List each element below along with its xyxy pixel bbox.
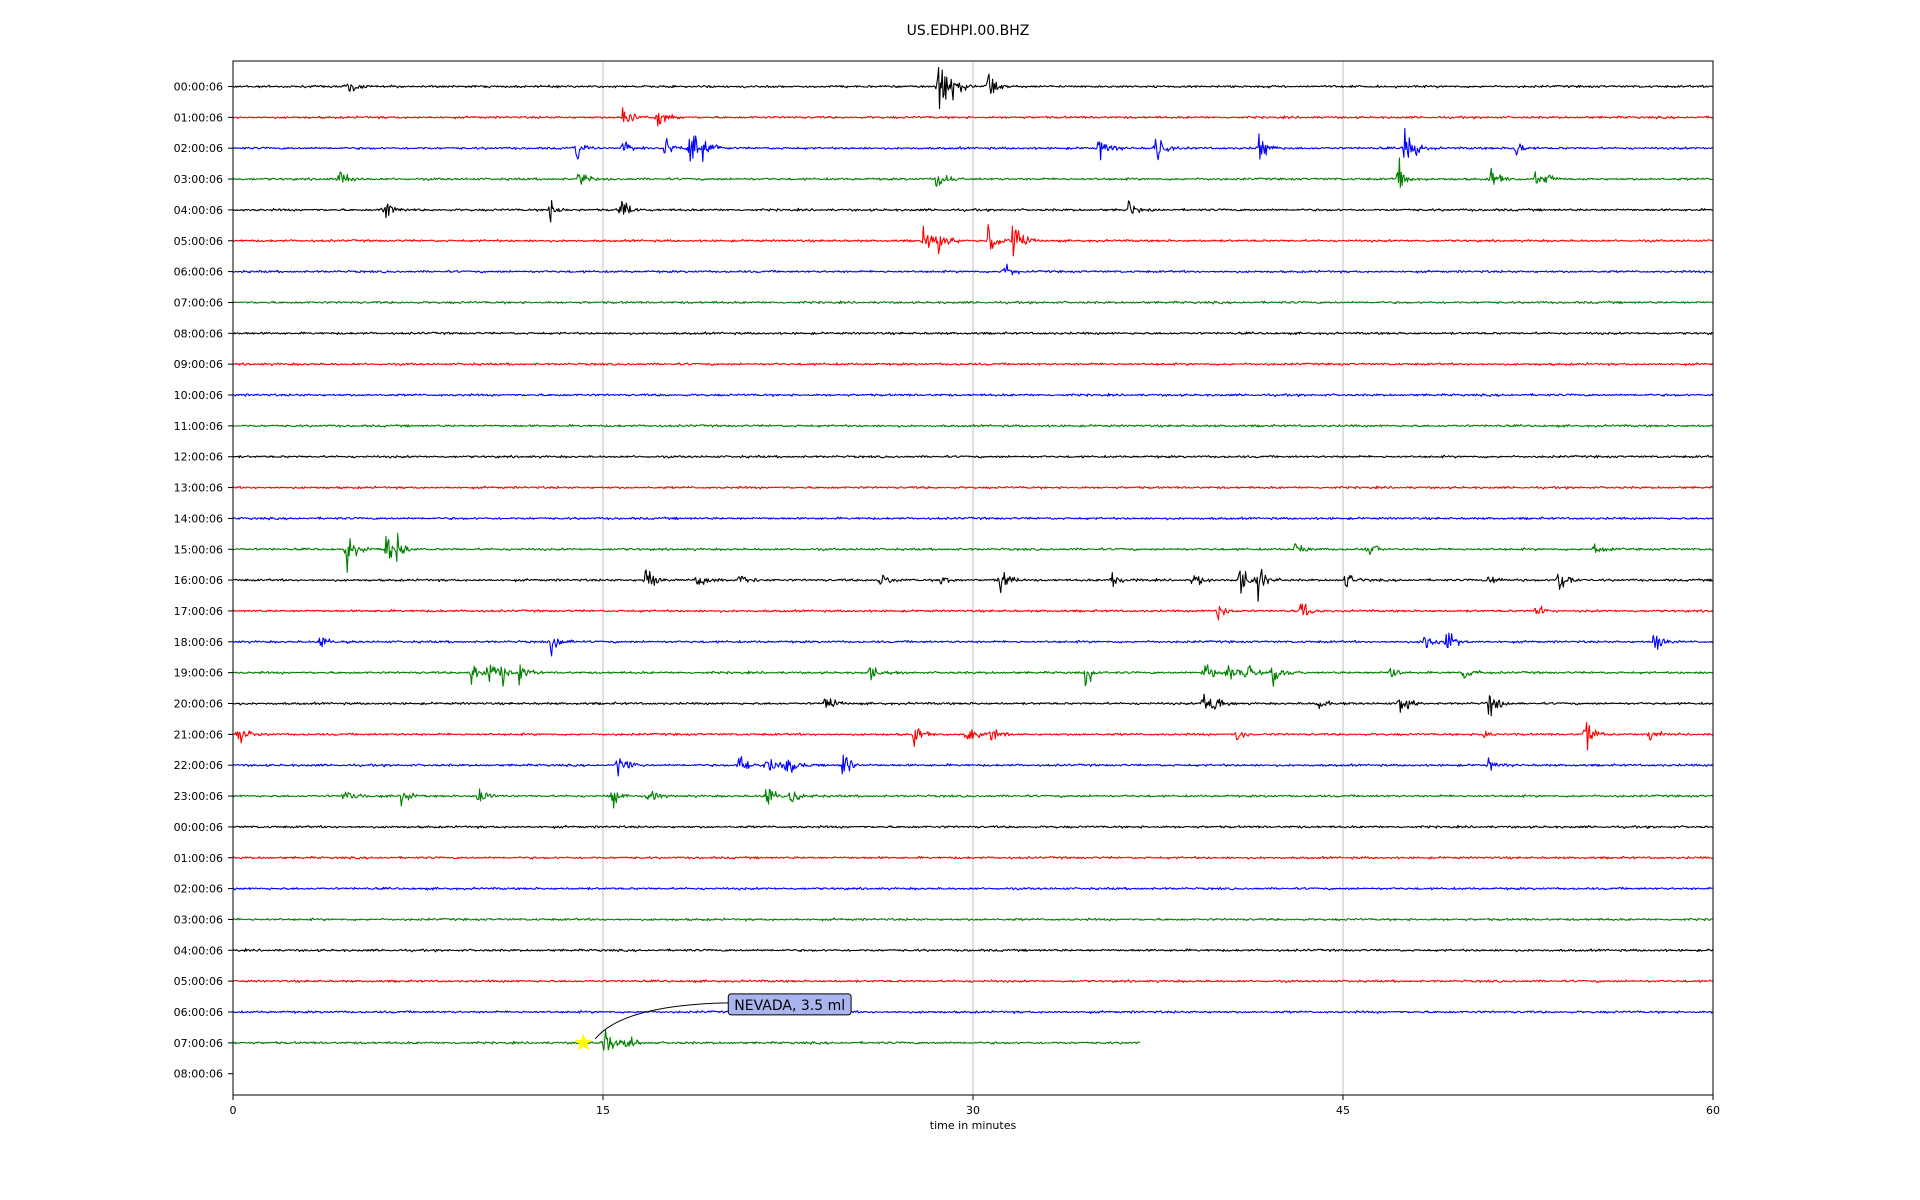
row-time-label: 11:00:06	[174, 420, 223, 433]
row-time-label: 07:00:06	[174, 1037, 223, 1050]
trace-row-8	[232, 331, 1713, 336]
trace-row-11	[232, 423, 1713, 428]
trace-row-13	[232, 485, 1713, 490]
trace-row-31	[232, 1029, 1141, 1051]
row-time-label: 00:00:06	[174, 81, 223, 94]
trace-row-30	[232, 1010, 1714, 1015]
trace-row-4	[233, 200, 1713, 223]
trace-row-21	[232, 721, 1713, 751]
trace-row-12	[232, 454, 1713, 459]
row-time-label: 07:00:06	[174, 296, 223, 309]
row-time-label: 06:00:06	[174, 266, 223, 279]
trace-row-0	[232, 67, 1713, 110]
x-tick-label: 60	[1706, 1104, 1720, 1117]
row-time-label: 08:00:06	[174, 327, 223, 340]
row-time-label: 15:00:06	[174, 543, 223, 556]
x-tick-label: 30	[966, 1104, 980, 1117]
trace-row-1	[232, 107, 1713, 127]
row-time-label: 08:00:06	[174, 1068, 223, 1081]
row-time-labels: 00:00:06 01:00:06 02:00:06 03:00:06 04:00:06…	[174, 81, 233, 1081]
trace-row-3	[232, 157, 1713, 189]
row-time-label: 12:00:06	[174, 451, 223, 464]
annotation-leader-line	[594, 1002, 729, 1040]
event-annotations: NEVADA, 3.5 ml	[574, 993, 852, 1051]
row-time-label: 13:00:06	[174, 482, 223, 495]
row-time-label: 02:00:06	[174, 883, 223, 896]
trace-row-27	[232, 917, 1713, 922]
x-axis-ticks: 0 15 30 45 60	[230, 1095, 1720, 1117]
trace-row-2	[232, 127, 1713, 163]
trace-row-15	[232, 532, 1713, 573]
trace-row-5	[232, 224, 1713, 257]
annotation-text: NEVADA, 3.5 ml	[734, 998, 845, 1014]
row-time-label: 01:00:06	[174, 111, 223, 124]
trace-row-9	[232, 362, 1713, 367]
row-time-label: 10:00:06	[174, 389, 223, 402]
row-time-label: 05:00:06	[174, 235, 223, 248]
row-time-label: 20:00:06	[174, 698, 223, 711]
row-time-label: 23:00:06	[174, 790, 223, 803]
row-time-label: 14:00:06	[174, 512, 223, 525]
trace-row-7	[232, 300, 1714, 305]
trace-row-23	[232, 788, 1714, 809]
trace-row-18	[232, 632, 1714, 657]
x-tick-label: 45	[1336, 1104, 1350, 1117]
annotation-box	[727, 993, 852, 1016]
x-tick-label: 15	[596, 1104, 610, 1117]
annotation-callout: NEVADA, 3.5 ml	[727, 993, 852, 1016]
row-time-label: 22:00:06	[174, 759, 223, 772]
row-time-label: 04:00:06	[174, 944, 223, 957]
row-time-label: 19:00:06	[174, 667, 223, 680]
row-time-label: 04:00:06	[174, 204, 223, 217]
row-time-label: 16:00:06	[174, 574, 223, 587]
trace-row-24	[232, 824, 1714, 830]
trace-row-6	[232, 263, 1714, 276]
trace-row-17	[232, 603, 1714, 621]
row-time-label: 09:00:06	[174, 358, 223, 371]
trace-row-22	[232, 754, 1714, 777]
x-tick-label: 0	[230, 1104, 237, 1117]
grid-lines	[602, 61, 1344, 1095]
trace-row-20	[232, 693, 1713, 717]
row-time-label: 06:00:06	[174, 1006, 223, 1019]
trace-row-26	[232, 886, 1713, 891]
row-time-label: 17:00:06	[174, 605, 223, 618]
row-time-label: 18:00:06	[174, 636, 223, 649]
row-time-label: 21:00:06	[174, 728, 223, 741]
trace-row-29	[232, 979, 1713, 984]
trace-row-14	[232, 516, 1713, 521]
trace-row-16	[232, 568, 1713, 602]
trace-row-25	[233, 855, 1713, 860]
trace-row-28	[232, 948, 1714, 953]
trace-row-10	[232, 392, 1714, 398]
row-time-label: 03:00:06	[174, 173, 223, 186]
row-time-label: 01:00:06	[174, 852, 223, 865]
x-axis-label: time in minutes	[930, 1119, 1017, 1132]
chart-title: US.EDHPI.00.BHZ	[907, 23, 1030, 39]
row-time-label: 02:00:06	[174, 142, 223, 155]
trace-row-19	[233, 664, 1713, 687]
seismogram-traces	[232, 67, 1714, 1051]
row-time-label: 03:00:06	[174, 913, 223, 926]
row-time-label: 00:00:06	[174, 821, 223, 834]
row-time-label: 05:00:06	[174, 975, 223, 988]
event-star-marker	[574, 1033, 593, 1051]
